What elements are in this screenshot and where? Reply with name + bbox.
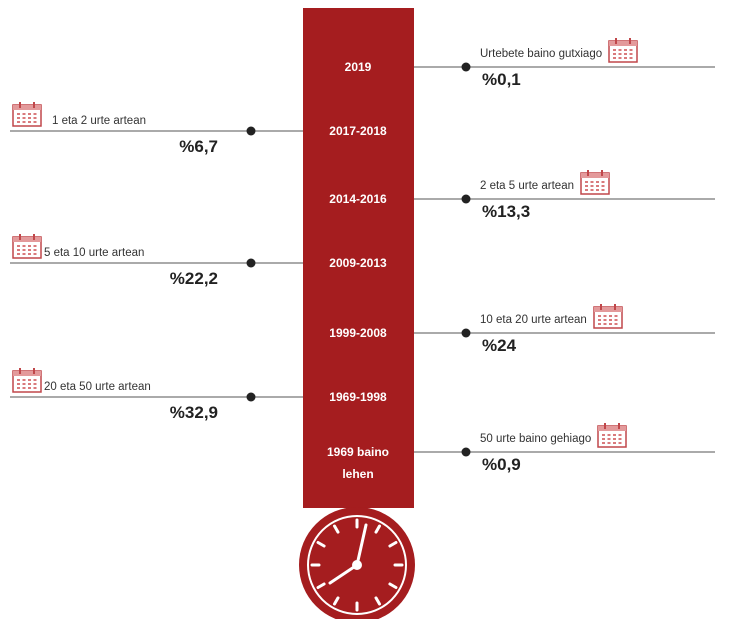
icon-wrap	[12, 233, 42, 264]
dot	[246, 392, 256, 402]
period-label: 1969 baino lehen	[326, 445, 390, 481]
item-label: 10 eta 20 urte artean	[480, 303, 623, 329]
calendar-icon	[12, 234, 42, 259]
period-label: 2014-2016	[329, 192, 387, 206]
period-label: 2019	[344, 60, 372, 74]
item-value: %6,7	[179, 137, 218, 156]
dot	[461, 447, 471, 457]
dot	[246, 258, 256, 268]
period-label: 2017-2018	[329, 124, 387, 138]
calendar-icon	[12, 102, 42, 127]
label-text: 10 eta 20 urte artean	[480, 314, 587, 326]
calendar-icon	[593, 304, 623, 329]
item-value: %0,9	[482, 455, 521, 474]
icon-wrap	[12, 367, 42, 398]
timeline-bar	[303, 8, 414, 508]
dot	[461, 194, 471, 204]
label-text: 50 urte baino gehiago	[480, 433, 592, 445]
dot	[461, 328, 471, 338]
item-value: %32,9	[169, 403, 218, 422]
item-value: %24	[482, 336, 517, 355]
period-label: 1969-1998	[329, 390, 387, 404]
item-label: 2 eta 5 urte artean	[480, 169, 610, 195]
item-label: Urtebete baino gutxiago	[480, 37, 638, 63]
item-label: 1 eta 2 urte artean	[52, 115, 146, 127]
item-label: 5 eta 10 urte artean	[44, 247, 145, 259]
icon-wrap	[12, 101, 42, 132]
calendar-icon	[580, 170, 610, 195]
item-value: %0,1	[482, 70, 521, 89]
dot	[246, 126, 256, 136]
item-value: %22,2	[169, 269, 218, 288]
item-value: %13,3	[482, 202, 531, 221]
calendar-icon	[12, 368, 42, 393]
item-label: 20 eta 50 urte artean	[44, 381, 151, 393]
clock	[299, 507, 415, 619]
calendar-icon	[597, 423, 628, 448]
label-text: Urtebete baino gutxiago	[480, 48, 603, 60]
period-label: 2009-2013	[329, 256, 387, 270]
item-label: 50 urte baino gehiago	[480, 422, 628, 448]
period-label: 1999-2008	[329, 326, 387, 340]
label-text: 2 eta 5 urte artean	[480, 180, 574, 192]
dot	[461, 62, 471, 72]
calendar-icon	[608, 38, 638, 63]
